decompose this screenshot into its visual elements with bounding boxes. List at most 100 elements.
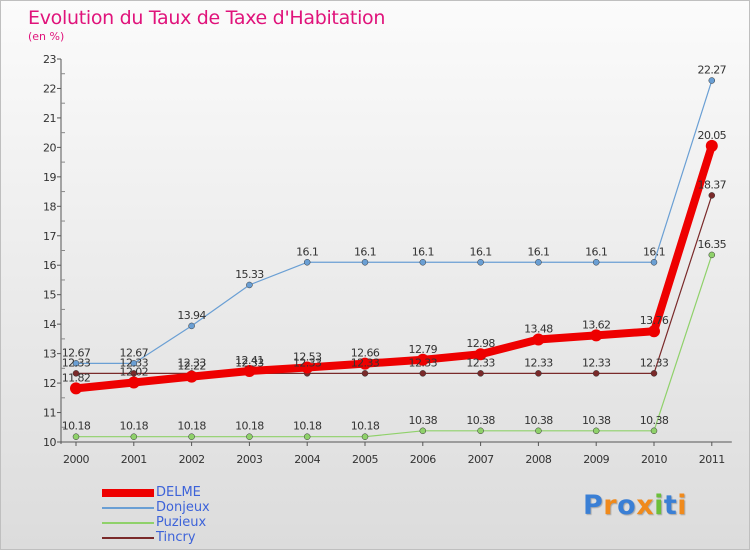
data-label-tincry: 12.33 <box>524 356 553 369</box>
logo-letter: i <box>677 490 688 521</box>
data-label-delme: 13.48 <box>524 322 553 335</box>
data-point-delme <box>185 370 198 383</box>
data-point-delme <box>70 382 82 395</box>
y-tick-label: 18 <box>43 200 56 213</box>
legend-item-donjeux: Donjeux <box>102 500 210 515</box>
logo-letter: i <box>654 490 664 521</box>
data-point-puzieux <box>592 427 600 435</box>
data-label-puzieux: 10.18 <box>351 420 380 433</box>
data-point-puzieux <box>303 433 311 440</box>
data-label-donjeux: 12.67 <box>120 346 149 359</box>
legend-item-delme: DELME <box>102 485 210 500</box>
data-label-donjeux: 16.1 <box>643 245 665 258</box>
data-label-tincry: 12.33 <box>582 356 611 369</box>
data-point-tincry <box>130 370 138 377</box>
data-point-puzieux <box>477 427 484 435</box>
data-label-tincry: 12.33 <box>62 356 91 369</box>
data-point-donjeux <box>477 259 484 266</box>
y-tick-label: 21 <box>43 112 56 125</box>
series-line-tincry <box>75 194 713 374</box>
data-point-donjeux <box>72 360 80 367</box>
data-point-puzieux <box>708 251 716 259</box>
data-label-delme: 11.82 <box>62 371 91 384</box>
data-point-tincry <box>535 370 542 377</box>
data-label-donjeux: 16.1 <box>470 245 492 258</box>
data-point-puzieux <box>188 433 195 440</box>
y-tick-label: 20 <box>43 141 56 154</box>
data-point-puzieux <box>130 433 138 440</box>
y-tick-label: 17 <box>43 230 56 243</box>
x-tick-label: 2007 <box>468 453 494 466</box>
data-point-delme <box>474 348 487 361</box>
x-tick-label: 2009 <box>583 453 609 466</box>
legend-swatch <box>102 521 154 524</box>
logo-letter: P <box>583 490 604 521</box>
x-tick-label: 2006 <box>410 453 436 466</box>
data-label-delme: 12.41 <box>235 354 264 367</box>
data-point-donjeux <box>535 259 542 266</box>
data-point-delme <box>359 357 371 370</box>
legend-swatch <box>102 488 154 497</box>
data-point-tincry <box>419 370 427 377</box>
data-label-tincry: 12.33 <box>409 356 438 369</box>
data-label-donjeux: 22.27 <box>698 64 727 77</box>
data-label-delme: 12.53 <box>293 350 322 363</box>
y-tick-label: 13 <box>43 348 56 361</box>
data-label-delme: 12.02 <box>120 365 149 378</box>
data-point-delme <box>590 329 603 342</box>
data-label-donjeux: 16.1 <box>412 245 434 258</box>
data-label-delme: 12.22 <box>177 360 206 373</box>
data-point-donjeux <box>246 281 253 289</box>
x-tick-label: 2005 <box>352 453 378 466</box>
data-point-donjeux <box>303 259 311 266</box>
data-label-puzieux: 10.18 <box>177 420 206 433</box>
chart-title: Evolution du Taux de Taxe d'Habitation <box>28 7 386 29</box>
data-point-delme <box>301 361 314 374</box>
logo-letter: r <box>603 490 618 521</box>
legend-item-puzieux: Puzieux <box>102 515 210 530</box>
x-tick-label: 2004 <box>294 453 320 466</box>
legend-swatch <box>102 506 154 509</box>
series-line-donjeux <box>75 79 713 364</box>
x-tick-label: 2001 <box>121 453 147 466</box>
data-point-donjeux <box>708 77 716 84</box>
data-point-tincry <box>361 370 369 377</box>
data-label-puzieux: 10.38 <box>582 414 611 427</box>
y-tick-label: 16 <box>43 259 56 272</box>
y-tick-label: 23 <box>43 53 56 66</box>
data-point-delme <box>532 333 545 346</box>
series-line-delme <box>72 141 716 393</box>
data-label-donjeux: 16.1 <box>354 245 376 258</box>
data-label-delme: 12.79 <box>409 343 438 356</box>
x-tick-label: 2010 <box>641 453 667 466</box>
data-label-puzieux: 10.18 <box>120 420 149 433</box>
data-label-puzieux: 10.38 <box>409 414 438 427</box>
data-label-tincry: 12.33 <box>120 356 149 369</box>
x-tick-label: 2003 <box>236 453 262 466</box>
data-point-delme <box>243 364 256 377</box>
data-point-puzieux <box>361 433 369 440</box>
data-label-delme: 13.62 <box>582 318 611 331</box>
data-label-delme: 20.05 <box>698 129 727 142</box>
data-point-donjeux <box>130 360 138 367</box>
x-tick-label: 2008 <box>525 453 551 466</box>
data-point-tincry <box>592 370 600 377</box>
data-point-donjeux <box>188 322 195 330</box>
x-tick-label: 2002 <box>179 453 205 466</box>
data-point-tincry <box>708 192 716 199</box>
data-point-delme <box>648 325 660 338</box>
data-label-puzieux: 10.38 <box>466 414 495 427</box>
data-point-puzieux <box>419 427 427 435</box>
y-tick-label: 11 <box>43 407 56 420</box>
legend-label: Donjeux <box>156 500 210 515</box>
x-tick-label: 2000 <box>63 453 89 466</box>
data-point-delme <box>705 139 718 152</box>
data-label-tincry: 12.33 <box>235 356 264 369</box>
legend-label: Puzieux <box>156 515 207 530</box>
data-label-tincry: 12.33 <box>640 356 669 369</box>
data-label-donjeux: 13.94 <box>177 309 206 322</box>
data-point-delme <box>127 376 140 389</box>
y-tick-label: 19 <box>43 171 56 184</box>
